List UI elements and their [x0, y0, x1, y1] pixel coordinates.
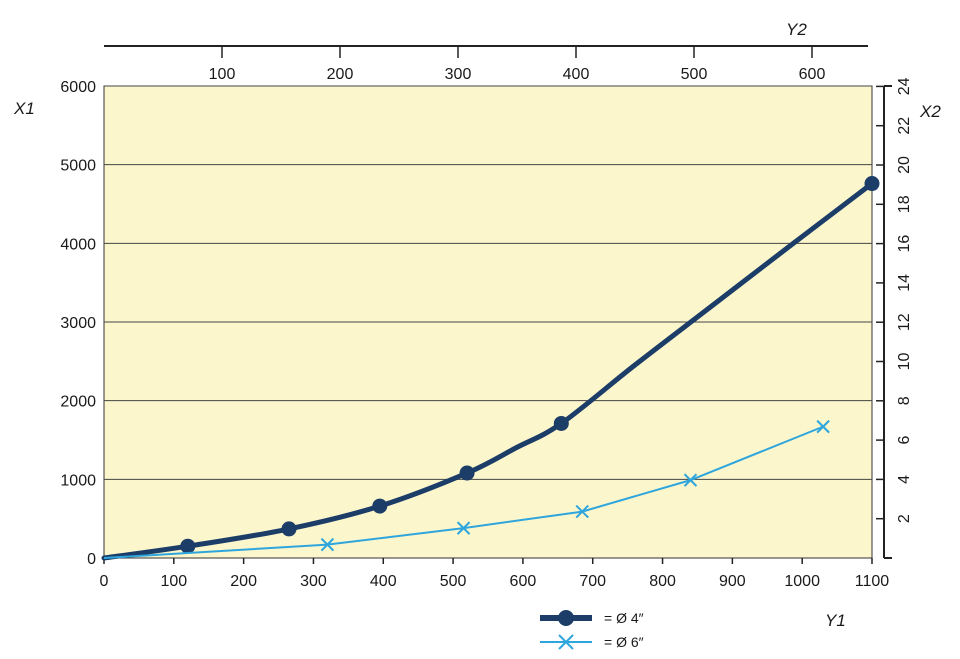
series-1-point	[864, 176, 880, 192]
y2-tick-label: 14	[896, 274, 913, 292]
y2-tick-label: 22	[896, 117, 913, 135]
x-tick-label: 800	[649, 573, 676, 590]
series-layer	[101, 176, 880, 561]
x-tick-label: 700	[579, 573, 606, 590]
x-tick-label: 0	[100, 573, 109, 590]
x-tick-label: 600	[510, 573, 537, 590]
y-tick-label: 3000	[60, 315, 96, 332]
x-axis-title: Y1	[825, 611, 846, 630]
y-tick-label: 5000	[60, 158, 96, 175]
series-2-line	[103, 425, 824, 559]
legend-label: = Ø 6″	[604, 634, 644, 650]
legend: = Ø 4″ = Ø 6″	[540, 610, 644, 650]
series-2-point	[575, 504, 589, 519]
y2-tick-label: 18	[896, 195, 913, 213]
y2-tick-label: 10	[896, 353, 913, 371]
x-tick-label: 500	[440, 573, 467, 590]
y2-tick-label: 16	[896, 235, 913, 253]
x-tick-label: 900	[719, 573, 746, 590]
y-tick-label: 1000	[60, 472, 96, 489]
y2-tick-label: 12	[896, 313, 913, 331]
axes: 0 1000 2000 3000 4000 5000 6000 0 100 200 300 400 50…	[60, 45, 913, 590]
legend-label: = Ø 4″	[604, 610, 644, 626]
x2-tick-label: 100	[209, 66, 236, 83]
y2-tick-label: 20	[896, 156, 913, 174]
marker-stroke	[575, 504, 589, 519]
x-tick-label: 100	[160, 573, 187, 590]
marker-stroke	[320, 537, 335, 552]
series-2-point	[683, 473, 698, 487]
series-1-point	[459, 465, 475, 481]
x2-tick-label: 500	[681, 66, 708, 83]
y2-tick-label: 2	[896, 514, 913, 523]
grid-lines	[104, 85, 872, 480]
marker-stroke	[816, 419, 830, 434]
y-tick-label: 2000	[60, 394, 96, 411]
x2-tick-label: 200	[327, 66, 354, 83]
series-2-point	[816, 419, 830, 434]
series-1-line	[101, 181, 875, 561]
y-tick-label: 0	[87, 551, 96, 568]
series-2-point	[320, 537, 335, 552]
legend-marker	[558, 610, 574, 626]
x2-tick-label: 400	[563, 66, 590, 83]
series-1-point	[180, 538, 196, 554]
x2-axis-title: Y2	[786, 20, 807, 39]
y-tick-label: 6000	[60, 79, 96, 96]
legend-marker	[558, 634, 574, 650]
x-tick-label: 400	[370, 573, 397, 590]
marker-stroke	[558, 634, 574, 650]
series-1-point	[553, 415, 569, 431]
marker-stroke	[456, 521, 471, 535]
x2-tick-label: 300	[445, 66, 472, 83]
series-2-point	[456, 521, 471, 535]
y-axis-title: X1	[13, 99, 35, 118]
x-tick-label: 1000	[784, 573, 820, 590]
y2-tick-label: 4	[896, 475, 913, 484]
x-tick-label: 300	[300, 573, 327, 590]
series-1-point	[281, 521, 297, 537]
x-tick-label: 1100	[855, 573, 890, 590]
y2-axis-title: X2	[919, 102, 941, 121]
marker-stroke	[683, 473, 698, 487]
y2-tick-label: 24	[896, 77, 913, 95]
y2-tick-label: 6	[896, 436, 913, 445]
y2-tick-label: 8	[896, 396, 913, 405]
y-tick-label: 4000	[60, 236, 96, 253]
x-tick-label: 200	[230, 573, 257, 590]
series-1-point	[372, 498, 388, 514]
x2-tick-label: 600	[799, 66, 826, 83]
